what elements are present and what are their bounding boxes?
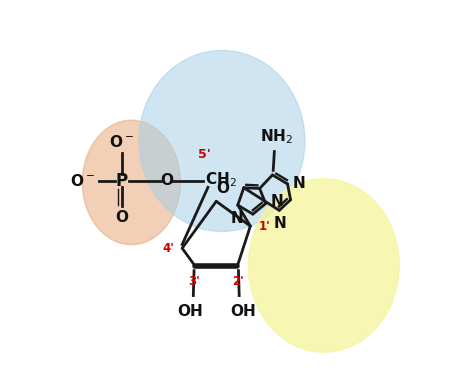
Text: OH: OH <box>230 304 256 319</box>
Text: P: P <box>116 171 128 190</box>
Ellipse shape <box>248 179 399 352</box>
Text: O: O <box>160 173 173 188</box>
Text: 5': 5' <box>198 148 211 161</box>
Text: N: N <box>230 211 243 226</box>
Text: 3': 3' <box>189 275 201 288</box>
Ellipse shape <box>139 51 305 231</box>
Ellipse shape <box>82 120 181 245</box>
Text: O$^-$: O$^-$ <box>70 173 95 188</box>
Text: N: N <box>271 194 284 209</box>
Text: O$^-$: O$^-$ <box>109 134 135 150</box>
Text: N: N <box>273 216 286 231</box>
Text: 4': 4' <box>162 242 174 255</box>
Text: OH: OH <box>177 304 203 319</box>
Text: N: N <box>293 176 306 192</box>
Text: O: O <box>216 181 229 196</box>
Text: 2': 2' <box>233 275 244 288</box>
Text: CH$_2$: CH$_2$ <box>205 170 237 189</box>
Text: O: O <box>116 210 128 225</box>
Text: 1': 1' <box>259 220 270 233</box>
Text: NH$_2$: NH$_2$ <box>261 127 293 146</box>
